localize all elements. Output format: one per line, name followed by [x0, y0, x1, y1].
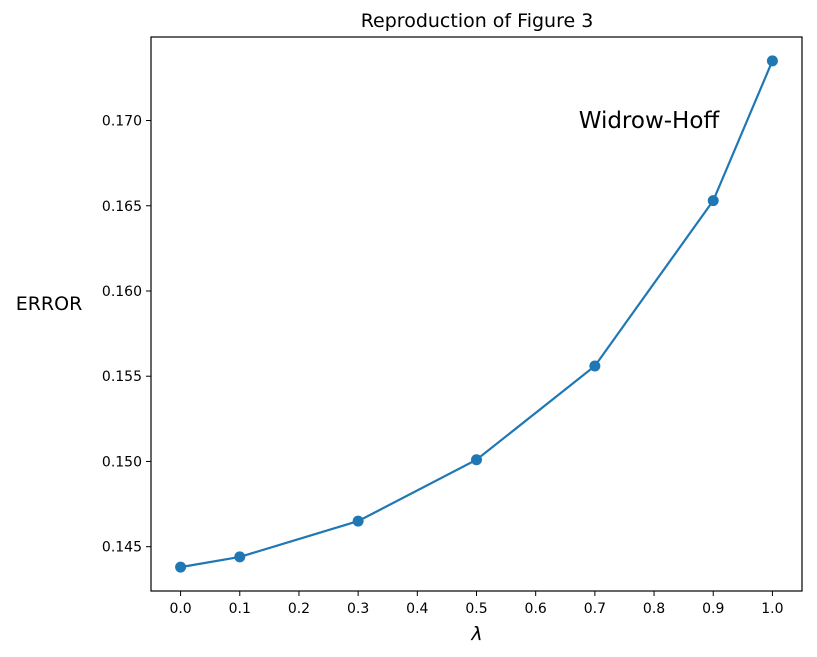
series-line [180, 60, 774, 569]
data-point [766, 55, 778, 67]
y-tick-label: 0.145 [102, 540, 142, 556]
data-point [234, 551, 246, 563]
y-tick-label: 0.160 [102, 284, 142, 300]
y-tick-label: 0.150 [102, 454, 142, 470]
y-tick-label: 0.155 [102, 369, 142, 385]
y-tick-label: 0.165 [102, 199, 142, 215]
y-axis: 0.145 0.150 0.155 0.160 0.165 0.170 [102, 114, 151, 556]
x-tick-label: 0.4 [406, 601, 428, 617]
x-tick-label: 0.6 [525, 601, 547, 617]
x-tick-label: 0.7 [584, 601, 606, 617]
data-point [707, 195, 719, 207]
y-axis-label: ERROR [16, 293, 83, 315]
x-axis-label: λ [470, 623, 482, 645]
x-tick-label: 0.0 [169, 601, 191, 617]
data-point [175, 561, 187, 573]
x-tick-label: 0.8 [643, 601, 665, 617]
x-axis: 0.0 0.1 0.2 0.3 0.4 0.5 0.6 0.7 0.8 0.9 1.0 [169, 591, 784, 617]
x-tick-label: 1.0 [761, 601, 783, 617]
data-point [352, 515, 364, 527]
chart-title: Reproduction of Figure 3 [361, 10, 594, 32]
x-tick-label: 0.2 [288, 601, 310, 617]
data-point [589, 360, 601, 372]
series-layer [175, 55, 778, 573]
y-tick-label: 0.170 [102, 114, 142, 130]
x-tick-label: 0.1 [229, 601, 251, 617]
x-tick-label: 0.5 [465, 601, 487, 617]
x-tick-label: 0.3 [347, 601, 369, 617]
x-tick-label: 0.9 [702, 601, 724, 617]
annotation-widrow-hoff: Widrow-Hoff [579, 108, 721, 134]
data-point [471, 454, 482, 466]
